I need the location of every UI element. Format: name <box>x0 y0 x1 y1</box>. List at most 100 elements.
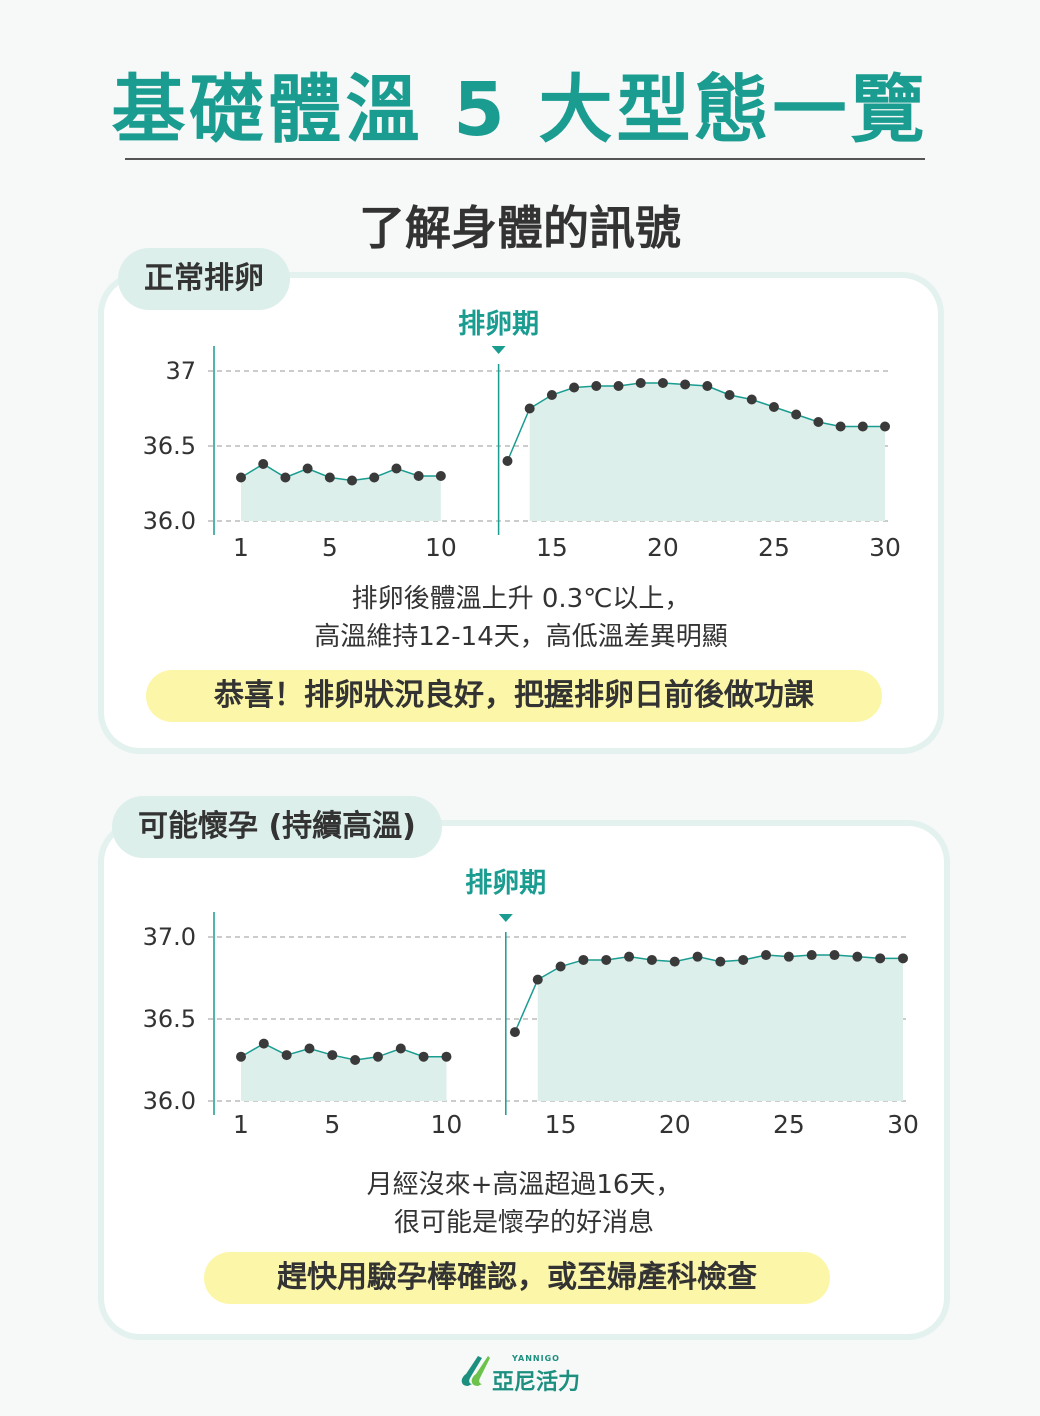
x-tick-label: 10 <box>431 1110 463 1139</box>
data-point <box>813 417 824 427</box>
y-tick-label: 36.5 <box>143 432 196 460</box>
data-point <box>532 974 543 985</box>
data-point <box>613 381 624 391</box>
data-point <box>347 475 358 486</box>
data-point <box>715 956 726 967</box>
data-point <box>304 1043 315 1054</box>
caption-normal-ovulation: 排卵後體溫上升 0.3℃以上， 高溫維持12-14天，高低溫差異明顯 <box>104 580 938 656</box>
data-point <box>746 394 757 405</box>
ovulation-triangle-icon <box>498 914 513 922</box>
data-point <box>601 954 612 965</box>
data-point <box>768 402 779 412</box>
caption-line-1: 月經沒來+高溫超過16天， <box>366 1170 682 1200</box>
page-subtitle: 了解身體的訊號 <box>359 201 681 255</box>
data-point <box>418 1051 429 1062</box>
caption-line-1: 排卵後體溫上升 0.3℃以上， <box>351 584 691 614</box>
data-point <box>591 381 602 391</box>
data-point <box>657 378 668 388</box>
tag-possible-pregnancy: 可能懷孕 (持續高溫) <box>112 796 442 858</box>
x-tick-label: 20 <box>647 533 679 562</box>
data-point <box>546 390 557 400</box>
data-point <box>372 1051 383 1062</box>
tag-normal-ovulation: 正常排卵 <box>118 248 290 310</box>
series-area <box>529 383 885 521</box>
data-point <box>435 471 446 481</box>
data-point <box>852 951 863 962</box>
data-point <box>236 472 246 483</box>
x-tick-label: 5 <box>322 533 338 562</box>
series-line <box>240 1042 447 1061</box>
x-tick-label: 20 <box>659 1110 691 1139</box>
data-point <box>281 1050 292 1061</box>
section-card-normal-ovulation: 36.0 36.5 37 排卵期 1 5 10 15 20 25 30 排卵後體溫上升 0.3℃以上… <box>104 278 938 748</box>
x-tick-label: 5 <box>324 1110 340 1139</box>
x-tick-label: 30 <box>869 533 901 562</box>
data-point <box>391 463 402 474</box>
data-point <box>413 471 424 481</box>
caption-line-2: 很可能是懷孕的好消息 <box>393 1208 654 1238</box>
ovulation-label: 排卵期 <box>465 868 546 899</box>
series-area <box>241 464 441 521</box>
data-point <box>441 1051 452 1062</box>
highlight-normal-ovulation: 恭喜！排卵狀況良好，把握排卵日前後做功課 <box>146 670 882 722</box>
data-point <box>738 954 749 965</box>
data-point <box>791 409 802 420</box>
x-tick-label: 25 <box>758 533 790 562</box>
data-point <box>258 1038 269 1049</box>
y-tick-label: 36.0 <box>143 1087 196 1115</box>
data-point <box>578 954 589 965</box>
data-point <box>509 1027 520 1038</box>
data-point <box>761 950 772 961</box>
data-point <box>635 378 646 388</box>
series-area <box>241 1043 447 1101</box>
ovulation-label: 排卵期 <box>458 309 539 340</box>
data-point <box>692 951 703 962</box>
ovulation-triangle-icon <box>491 346 506 354</box>
data-point <box>395 1043 406 1054</box>
caption-possible-pregnancy: 月經沒來+高溫超過16天， 很可能是懷孕的好消息 <box>104 1166 944 1242</box>
section-card-possible-pregnancy: 36.0 36.5 37.0 排卵期 1 5 10 15 20 25 30 月經沒來+高溫超過16天… <box>104 826 944 1334</box>
x-tick-label: 15 <box>545 1110 577 1139</box>
data-point <box>569 382 580 393</box>
y-tick-label: 37.0 <box>143 923 196 951</box>
data-point <box>258 459 269 469</box>
series-area <box>537 955 903 1101</box>
data-point <box>280 472 291 483</box>
highlight-possible-pregnancy: 趕快用驗孕棒確認，或至婦產科檢查 <box>204 1252 830 1304</box>
data-point <box>555 961 566 972</box>
y-tick-label: 37 <box>165 357 196 385</box>
data-point <box>880 421 890 432</box>
data-point <box>783 951 794 962</box>
series-line <box>240 463 441 482</box>
page-title: 基礎體溫 5 大型態一覽 <box>111 67 929 153</box>
y-tick-label: 36.5 <box>143 1005 196 1033</box>
x-tick-label: 10 <box>425 533 457 562</box>
data-point <box>857 421 868 432</box>
data-point <box>236 1051 246 1062</box>
data-point <box>829 950 840 961</box>
data-point <box>350 1055 361 1065</box>
brand-mark-icon <box>461 1356 490 1386</box>
data-point <box>302 463 313 474</box>
data-point <box>624 951 635 962</box>
data-point <box>524 403 535 414</box>
brand-small-text: YANNIGO <box>512 1354 560 1363</box>
brand-logo: YANNIGO 亞尼活力 <box>456 1352 586 1395</box>
data-point <box>806 950 817 961</box>
data-point <box>680 379 691 390</box>
x-tick-label: 15 <box>536 533 568 562</box>
x-tick-label: 30 <box>887 1110 919 1139</box>
x-tick-label: 1 <box>233 1110 249 1139</box>
data-point <box>669 956 680 967</box>
y-tick-label: 36.0 <box>143 507 196 535</box>
data-point <box>324 472 335 483</box>
data-point <box>724 390 735 400</box>
brand-name: 亞尼活力 <box>492 1370 581 1395</box>
data-point <box>327 1050 338 1061</box>
data-point <box>502 456 513 466</box>
data-point <box>875 953 886 964</box>
caption-line-2: 高溫維持12-14天，高低溫差異明顯 <box>314 622 728 652</box>
data-point <box>835 421 846 432</box>
